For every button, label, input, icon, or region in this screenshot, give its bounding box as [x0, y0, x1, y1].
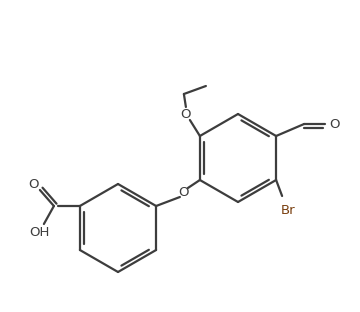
Text: O: O — [181, 108, 191, 120]
Text: O: O — [29, 178, 39, 191]
Text: OH: OH — [30, 226, 50, 238]
Text: O: O — [179, 186, 189, 198]
Text: O: O — [329, 118, 339, 130]
Text: Br: Br — [281, 203, 296, 217]
